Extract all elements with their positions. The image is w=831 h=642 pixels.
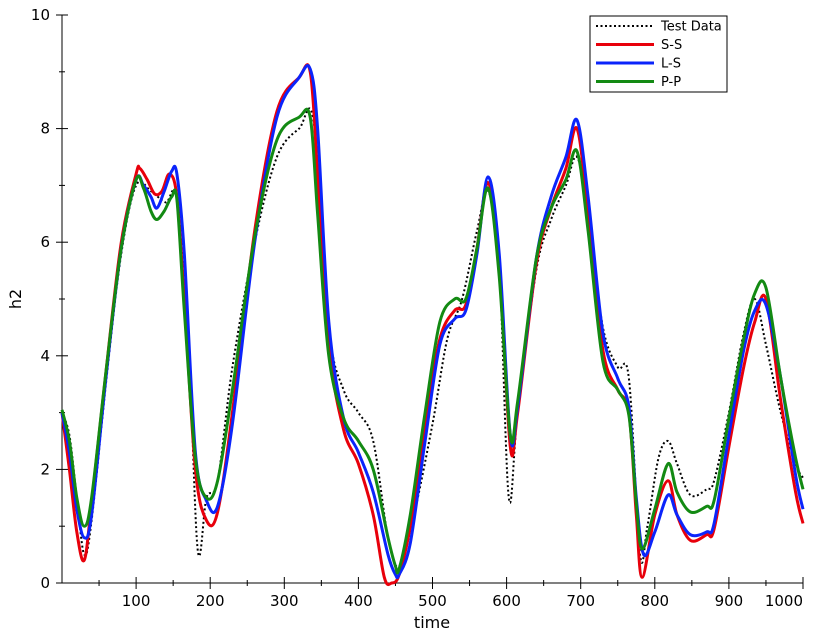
legend: Test Data S-S L-S P-P — [589, 15, 728, 93]
x-tick-label: 200 — [196, 592, 225, 610]
legend-label-s-s: S-S — [661, 38, 682, 53]
x-tick-label: 900 — [715, 592, 744, 610]
x-tick-label: 300 — [270, 592, 299, 610]
y-axis-label: h2 — [6, 289, 25, 309]
x-tick-label: 100 — [122, 592, 151, 610]
x-tick-label: 500 — [418, 592, 447, 610]
x-tick-label: 700 — [566, 592, 595, 610]
legend-label-p-p: P-P — [661, 75, 681, 90]
series-line-test-data — [61, 107, 804, 568]
y-tick-label: 0 — [40, 574, 50, 592]
x-tick-label: 1000 — [765, 592, 803, 610]
x-axis-label: time — [414, 613, 450, 632]
legend-label-l-s: L-S — [661, 57, 681, 72]
y-tick-label: 6 — [40, 233, 50, 251]
series-lines — [60, 63, 805, 587]
series-line-l-s — [60, 64, 805, 580]
legend-label-test-data: Test Data — [660, 20, 722, 35]
legend-box — [589, 15, 728, 93]
series-line-p-p — [60, 107, 805, 575]
y-tick-label: 8 — [40, 120, 50, 138]
x-tick-label: 600 — [492, 592, 521, 610]
series-line-s-s — [60, 63, 805, 587]
ticks: 100 200 300 400 500 600 700 800 900 1000 0 2 4 6 8 10 — [31, 6, 804, 610]
y-tick-label: 2 — [40, 460, 50, 478]
x-tick-label: 800 — [640, 592, 669, 610]
y-tick-label: 10 — [31, 6, 50, 24]
y-tick-label: 4 — [40, 347, 50, 365]
x-tick-label: 400 — [344, 592, 373, 610]
axes — [61, 15, 803, 584]
